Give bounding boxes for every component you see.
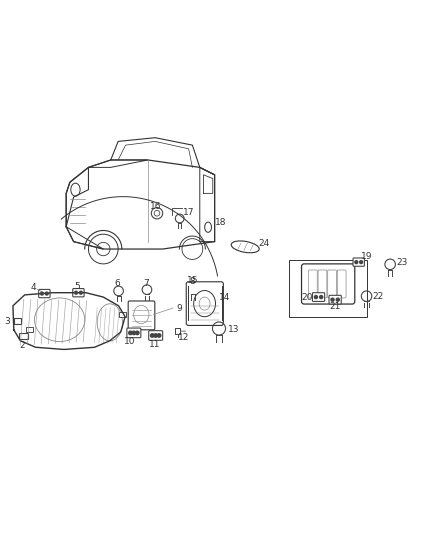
FancyBboxPatch shape [301, 264, 355, 304]
Text: 5: 5 [74, 281, 80, 290]
Text: 11: 11 [148, 340, 160, 349]
FancyBboxPatch shape [128, 301, 155, 330]
Text: 21: 21 [329, 302, 341, 311]
FancyBboxPatch shape [186, 282, 223, 326]
Text: 3: 3 [4, 317, 11, 326]
Text: 18: 18 [215, 219, 226, 228]
Circle shape [320, 295, 323, 298]
Bar [19, 333, 28, 340]
Circle shape [336, 298, 339, 301]
Text: 16: 16 [150, 202, 162, 211]
Circle shape [132, 331, 136, 335]
Text: 7: 7 [143, 279, 149, 288]
Text: 8: 8 [189, 277, 195, 286]
Text: 14: 14 [219, 293, 230, 302]
FancyBboxPatch shape [73, 288, 84, 297]
Circle shape [157, 334, 161, 337]
Text: 2: 2 [20, 342, 25, 351]
Bar [14, 318, 21, 324]
FancyBboxPatch shape [353, 258, 364, 266]
FancyBboxPatch shape [39, 289, 50, 298]
Circle shape [45, 292, 48, 295]
FancyBboxPatch shape [127, 328, 141, 338]
Text: 13: 13 [228, 325, 239, 334]
Circle shape [151, 334, 154, 337]
Bar [120, 312, 127, 317]
Text: 4: 4 [31, 283, 36, 292]
FancyBboxPatch shape [149, 330, 162, 340]
Text: 22: 22 [373, 292, 384, 301]
Circle shape [40, 292, 43, 295]
Bar [289, 260, 367, 317]
Circle shape [331, 298, 334, 301]
Text: 19: 19 [361, 253, 373, 261]
Bar [74, 290, 81, 295]
Text: 23: 23 [396, 257, 408, 266]
Circle shape [129, 331, 132, 335]
Text: 24: 24 [258, 239, 269, 248]
Circle shape [74, 291, 78, 294]
Bar [39, 290, 46, 295]
Circle shape [314, 295, 318, 298]
FancyBboxPatch shape [329, 295, 341, 304]
Text: 15: 15 [187, 276, 198, 285]
Circle shape [355, 261, 358, 264]
FancyBboxPatch shape [312, 293, 325, 302]
Text: 17: 17 [183, 208, 195, 217]
Circle shape [154, 334, 157, 337]
Circle shape [135, 331, 139, 335]
Text: 20: 20 [301, 293, 312, 302]
Circle shape [360, 261, 363, 264]
Circle shape [79, 291, 82, 294]
Text: 9: 9 [176, 304, 182, 313]
Text: 6: 6 [115, 279, 120, 288]
Text: 12: 12 [177, 333, 189, 342]
Text: 10: 10 [124, 337, 135, 346]
Bar [25, 327, 32, 333]
